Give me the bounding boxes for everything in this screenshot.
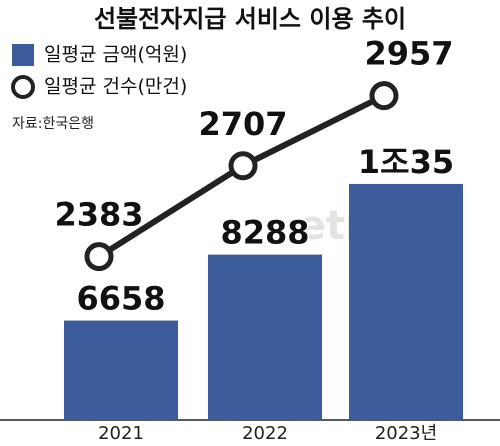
bar <box>208 254 322 420</box>
data-label: 2707 <box>198 105 287 143</box>
chart-title: 선불전자지급 서비스 이용 추이 <box>94 5 406 33</box>
point <box>84 242 114 272</box>
data-label: 1조35 <box>358 143 454 181</box>
data-label: 6658 <box>76 280 165 318</box>
data-label: 2957 <box>364 35 453 73</box>
bar <box>64 320 178 420</box>
bar <box>349 183 463 420</box>
legend-label: 일평균 금액(억원) <box>44 44 187 66</box>
x-tick-label: 2022 <box>242 423 288 444</box>
data-label: 2383 <box>54 196 143 234</box>
source: 자료:한국은행 <box>12 116 94 132</box>
data-label: 8288 <box>220 214 309 252</box>
x-tick-label: 2023년 <box>375 423 437 444</box>
legend-label: 일평균 건수(만건) <box>44 76 187 98</box>
legend-swatch <box>11 75 35 99</box>
point <box>228 151 258 181</box>
x-tick-label: 2021 <box>98 423 144 444</box>
legend-swatch <box>12 44 34 66</box>
point <box>369 81 399 111</box>
